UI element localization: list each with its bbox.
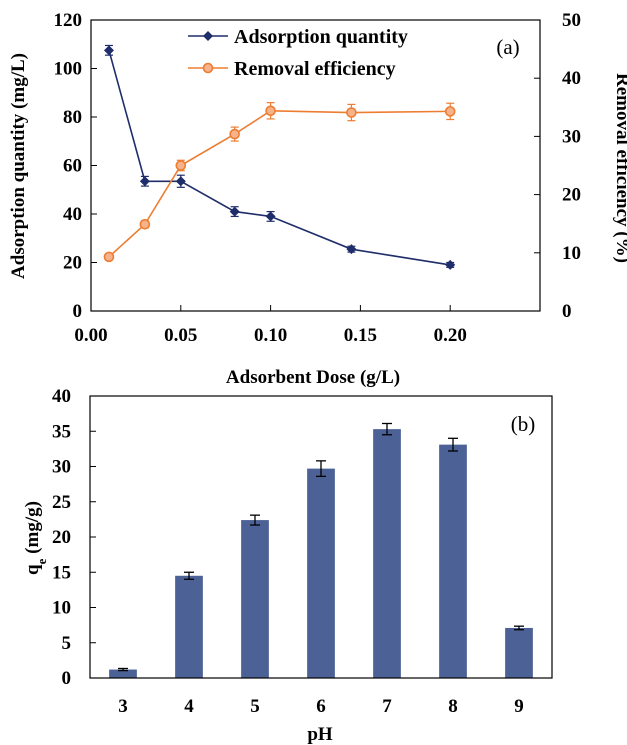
y2-tick-label: 50 xyxy=(562,10,581,31)
y-tick-label: 40 xyxy=(63,204,82,225)
bar-ph-7 xyxy=(373,429,401,678)
bar-ph-9 xyxy=(505,627,533,678)
bar-ph-8 xyxy=(439,444,467,678)
y-tick-label: 20 xyxy=(52,527,71,548)
legend-label-removal: Removal efficiency xyxy=(234,58,396,80)
panel-a-series xyxy=(103,44,456,270)
data-point-removal xyxy=(444,106,456,117)
y2-tick-label: 30 xyxy=(562,126,581,147)
y-tick-label: 30 xyxy=(52,457,71,478)
panel-a-ticks: 0 20 40 60 80 100 120 0 10 20 30 40 50 0.00 0.05 0.10 0.… xyxy=(54,10,582,346)
legend-label-adsorption: Adsorption quantity xyxy=(234,26,408,48)
x-tick-label: 8 xyxy=(448,696,458,717)
panel-b-plot-frame xyxy=(89,395,553,679)
data-point-adsorption xyxy=(229,206,240,217)
bar-ph-3 xyxy=(109,669,137,678)
x-tick-label: 6 xyxy=(316,696,326,717)
y-tick-label: 120 xyxy=(54,10,83,31)
panel-a-x-axis-label: Adsorbent Dose (g/L) xyxy=(226,367,400,388)
bar-ph-6 xyxy=(307,468,335,678)
series-line-removal xyxy=(108,109,451,258)
data-point-removal xyxy=(265,105,276,117)
panel-a-label: (a) xyxy=(496,35,519,59)
panel-a-legend: Adsorption quantity Removal efficiency xyxy=(188,26,408,80)
data-point-adsorption xyxy=(175,176,186,187)
x-tick-label: 3 xyxy=(118,696,128,717)
y2-tick-label: 0 xyxy=(562,301,572,322)
y-tick-label: 60 xyxy=(63,156,82,177)
panel-a: 0 20 40 60 80 100 120 0 10 20 30 40 50 0.00 0.05 0.10 0.… xyxy=(8,10,627,388)
data-point-removal xyxy=(175,160,187,171)
data-point-removal xyxy=(103,251,115,263)
x-tick-label: 5 xyxy=(250,696,260,717)
x-tick-label: 7 xyxy=(382,696,392,717)
data-point-removal xyxy=(139,218,151,230)
panel-a-y-axis-label: Adsorption quantity (mg/L) xyxy=(8,53,29,279)
y-tick-label: 15 xyxy=(52,562,71,583)
data-point-adsorption xyxy=(103,45,114,56)
y-tick-label: 20 xyxy=(63,253,82,274)
data-point-adsorption xyxy=(346,244,357,255)
y-tick-label: 5 xyxy=(62,633,72,654)
panel-b-y-label-tail: (mg/g) xyxy=(22,501,43,559)
y2-tick-label: 20 xyxy=(562,185,581,206)
data-point-adsorption xyxy=(265,211,276,222)
y-tick-label: 0 xyxy=(73,301,83,322)
x-tick-label: 0.05 xyxy=(164,325,197,346)
y-tick-label: 0 xyxy=(62,668,72,689)
panel-b-label: (b) xyxy=(511,412,536,436)
panel-b-x-axis-label: pH xyxy=(307,724,333,745)
data-point-removal xyxy=(346,107,357,118)
legend-marker-circle-icon xyxy=(202,62,214,74)
data-point-adsorption xyxy=(445,259,456,270)
x-tick-label: 4 xyxy=(184,696,194,717)
series-line-adsorption xyxy=(108,50,451,266)
y-tick-label: 25 xyxy=(52,492,71,513)
data-point-adsorption xyxy=(139,176,150,187)
legend-marker-diamond-icon xyxy=(203,31,213,41)
bar-ph-4 xyxy=(175,575,203,678)
y-tick-label: 80 xyxy=(63,107,82,128)
bar-ph-5 xyxy=(241,520,269,678)
y-tick-label: 40 xyxy=(52,386,71,407)
x-tick-label: 0.00 xyxy=(74,325,107,346)
panel-b-y-axis-label: qe (mg/g) xyxy=(22,501,49,575)
x-tick-label: 0.10 xyxy=(254,325,287,346)
x-tick-label: 0.20 xyxy=(434,325,467,346)
y-tick-label: 10 xyxy=(52,598,71,619)
y-tick-label: 35 xyxy=(52,421,71,442)
panel-a-plot-frame xyxy=(90,19,541,312)
panel-b: 0 5 10 15 20 25 30 35 40 3 4 5 6 7 8 9 (b) pH qe (mg/g) xyxy=(22,386,553,745)
data-point-removal xyxy=(229,128,240,140)
x-tick-label: 0.15 xyxy=(344,325,377,346)
y2-tick-label: 10 xyxy=(562,243,581,264)
y2-tick-label: 40 xyxy=(562,68,581,89)
panel-b-y-label-sub: e xyxy=(34,558,49,564)
y-tick-label: 100 xyxy=(54,59,83,80)
panel-b-bars xyxy=(109,422,533,678)
x-tick-label: 9 xyxy=(514,696,524,717)
panel-b-ticks: 0 5 10 15 20 25 30 35 40 3 4 5 6 7 8 9 xyxy=(52,386,524,717)
panel-a-y2-axis-label: Removal efficiency (%) xyxy=(612,73,627,263)
panel-b-y-label-main: q xyxy=(22,564,43,575)
